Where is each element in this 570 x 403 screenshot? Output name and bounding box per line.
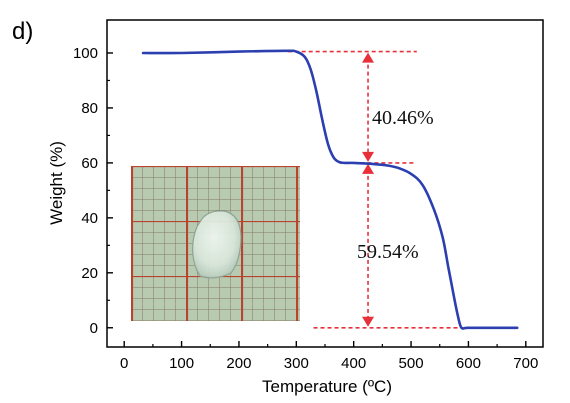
inset-sample-photo <box>131 166 300 321</box>
y-tick-label: 60 <box>81 155 98 172</box>
sample-piece <box>192 210 242 279</box>
x-tick-labels: 0 100 200 300 400 500 600 700 <box>120 355 538 372</box>
y-tick-label: 80 <box>81 100 98 117</box>
arrow-head-up <box>362 163 375 174</box>
x-tick-label: 0 <box>120 355 128 372</box>
annotation-loss-1: 40.46% <box>372 107 434 129</box>
arrow-head-down <box>362 151 375 162</box>
x-tick-label: 700 <box>513 355 538 372</box>
x-tick-label: 300 <box>284 355 309 372</box>
annotation-loss-2: 59.54% <box>357 241 419 263</box>
y-tick-label: 0 <box>90 320 98 337</box>
y-axis-label: Weight (%) <box>47 141 66 225</box>
weight-curve <box>141 49 519 330</box>
x-tick-label: 400 <box>341 355 366 372</box>
y-tick-label: 100 <box>73 45 98 62</box>
x-tick-label: 500 <box>399 355 424 372</box>
y-tick-label: 20 <box>81 265 98 282</box>
tick-marks <box>107 52 527 347</box>
panel-label: d) <box>12 18 33 45</box>
x-tick-label: 100 <box>169 355 194 372</box>
x-tick-label: 600 <box>456 355 481 372</box>
y-tick-labels: 0 20 40 60 80 100 <box>73 45 98 337</box>
arrow-head-down <box>362 316 375 327</box>
reference-lines <box>287 50 463 329</box>
x-tick-label: 200 <box>226 355 251 372</box>
arrow-head-up <box>362 52 375 63</box>
x-axis-label: Temperature (ºC) <box>262 377 392 396</box>
y-tick-label: 40 <box>81 210 98 227</box>
